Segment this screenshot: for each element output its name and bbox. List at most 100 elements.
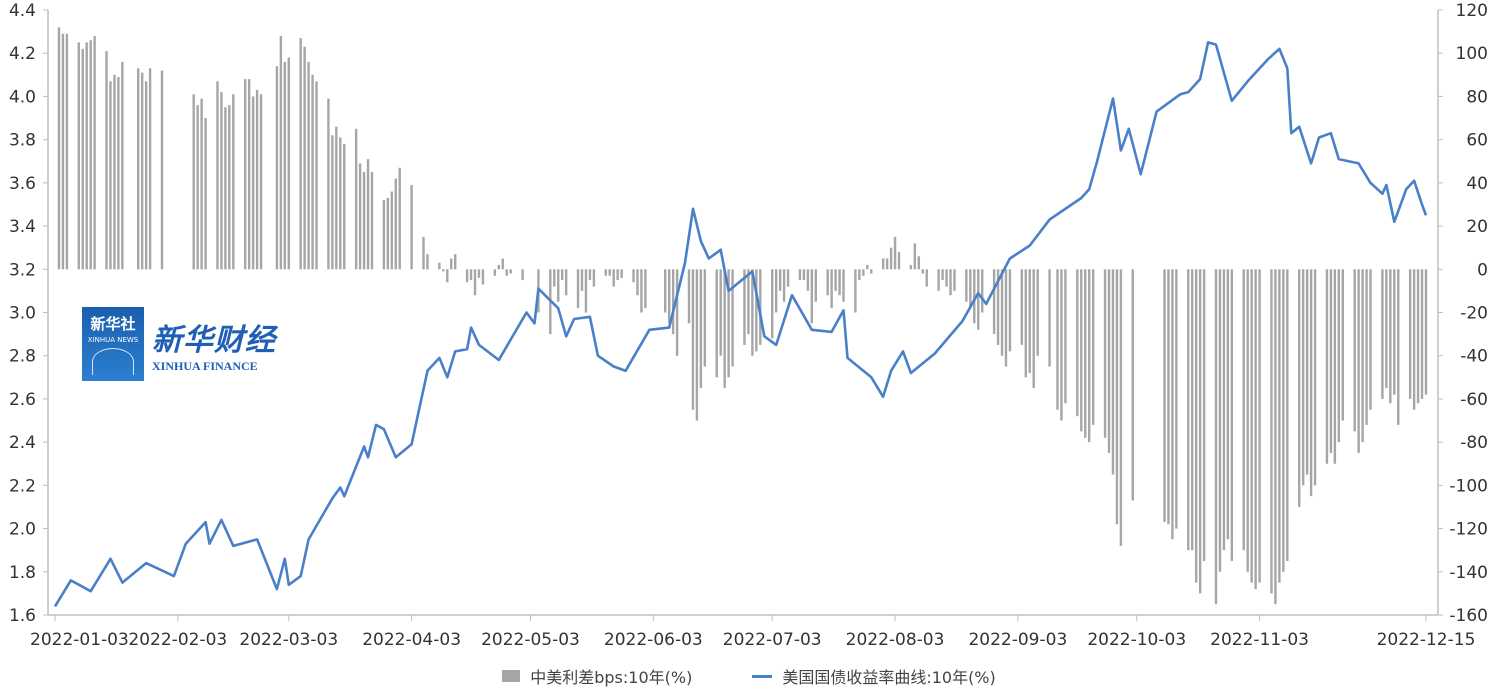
right-tick-label: -120 — [1449, 520, 1488, 540]
brand-cn: 新华财经 — [152, 322, 276, 358]
right-tick-label: 100 — [1456, 44, 1488, 64]
spread-bar — [675, 269, 679, 356]
left-tick-label: 4.2 — [9, 44, 36, 64]
spread-bar — [85, 42, 88, 270]
spread-bar — [588, 269, 592, 281]
spread-bar — [830, 269, 833, 309]
spread-bar — [521, 269, 524, 281]
spread-bar — [1357, 269, 1360, 453]
x-tick-label: 2022-02-03 — [128, 630, 227, 650]
spread-bar — [1250, 269, 1253, 583]
spread-bar — [251, 96, 255, 270]
spread-bar — [1032, 269, 1035, 389]
spread-bar — [1060, 269, 1063, 421]
spread-bar — [343, 143, 346, 270]
spread-bar — [1246, 269, 1249, 572]
x-tick-label: 2022-10-03 — [1087, 630, 1186, 650]
spread-bar — [493, 269, 497, 276]
right-tick-label: -140 — [1449, 563, 1488, 583]
x-tick-label: 2022-07-03 — [723, 630, 822, 650]
spread-bar — [1084, 269, 1087, 438]
spread-bar — [620, 269, 623, 278]
legend-item-line: 美国国债收益率曲线:10年(%) — [752, 664, 996, 688]
spread-bar — [93, 35, 96, 270]
us-10y-yield-line — [53, 41, 1428, 608]
spread-bar — [303, 46, 306, 270]
spread-bar — [1064, 269, 1067, 404]
spread-bar — [826, 269, 829, 296]
left-tick-label: 3.4 — [9, 217, 36, 237]
spread-bar — [109, 81, 112, 270]
spread-bar — [925, 269, 928, 287]
right-tick-label: -100 — [1449, 476, 1488, 496]
spread-bar — [148, 68, 152, 270]
spread-bar — [1270, 269, 1273, 594]
spread-bar — [727, 269, 730, 378]
spread-bar — [1389, 269, 1392, 404]
spread-bar — [1254, 269, 1257, 590]
spread-bar — [1309, 269, 1313, 497]
spread-bar — [1020, 269, 1024, 345]
spread-bar — [454, 254, 457, 270]
bar-series — [57, 27, 1428, 605]
spread-bar — [664, 269, 667, 313]
spread-bar — [1036, 269, 1039, 356]
spread-bar — [1416, 269, 1420, 404]
spread-bar — [358, 163, 362, 270]
spread-bar — [335, 126, 338, 270]
x-tick-label: 2022-08-03 — [846, 630, 945, 650]
spread-bar — [354, 128, 358, 270]
spread-bar — [937, 269, 940, 291]
left-tick-label: 2.8 — [9, 347, 36, 367]
spread-bar — [113, 74, 116, 270]
spread-bar — [81, 48, 84, 270]
spread-bar — [410, 185, 413, 270]
left-tick-label: 1.6 — [9, 606, 36, 626]
spread-bar — [287, 57, 290, 270]
spread-bar — [703, 269, 707, 367]
spread-bar — [204, 118, 207, 270]
spread-bar — [1242, 269, 1245, 551]
right-tick-label: -60 — [1460, 390, 1488, 410]
spread-bar — [1087, 269, 1091, 443]
spread-bar — [687, 269, 691, 324]
spread-bar — [481, 269, 485, 285]
right-tick-label: 20 — [1466, 217, 1488, 237]
x-tick-label: 2022-04-03 — [362, 630, 461, 650]
spread-bar — [612, 269, 615, 287]
spread-bar — [782, 269, 786, 302]
spread-bar — [1420, 269, 1424, 399]
spread-bar — [616, 269, 619, 281]
spread-bar — [941, 269, 944, 281]
xinhua-finance-logo: 新华社 XINHUA NEWS 新华财经 XINHUA FINANCE — [82, 302, 282, 386]
right-tick-label: 120 — [1456, 1, 1488, 21]
spread-bar — [580, 269, 584, 291]
spread-bar — [842, 269, 845, 302]
spread-bar — [299, 38, 302, 270]
legend-label-line: 美国国债收益率曲线:10年(%) — [782, 668, 996, 687]
spread-bar — [1004, 269, 1008, 367]
spread-bar — [1167, 269, 1170, 525]
spread-bar — [553, 269, 556, 287]
spread-bar — [576, 269, 580, 309]
spread-bar — [1282, 269, 1285, 572]
left-tick-label: 2.6 — [9, 390, 36, 410]
spread-bar — [1119, 269, 1123, 546]
x-tick-label: 2022-03-03 — [239, 630, 338, 650]
left-tick-label: 3.0 — [9, 304, 36, 324]
spread-bar — [667, 269, 671, 324]
spread-bar — [1056, 269, 1059, 410]
spread-bar — [509, 269, 512, 274]
spread-bar — [917, 256, 921, 270]
spread-bar — [224, 107, 227, 270]
spread-bar — [1198, 269, 1202, 594]
spread-bar — [57, 27, 61, 270]
x-tick-label: 2022-06-03 — [604, 630, 703, 650]
spread-bar — [331, 135, 334, 270]
spread-bar — [858, 269, 861, 281]
legend: 中美利差bps:10年(%) 美国国债收益率曲线:10年(%) — [0, 664, 1498, 688]
spread-bar — [1424, 269, 1428, 395]
spread-bar — [866, 264, 869, 270]
spread-bar — [834, 269, 837, 291]
spread-bar — [802, 269, 806, 281]
